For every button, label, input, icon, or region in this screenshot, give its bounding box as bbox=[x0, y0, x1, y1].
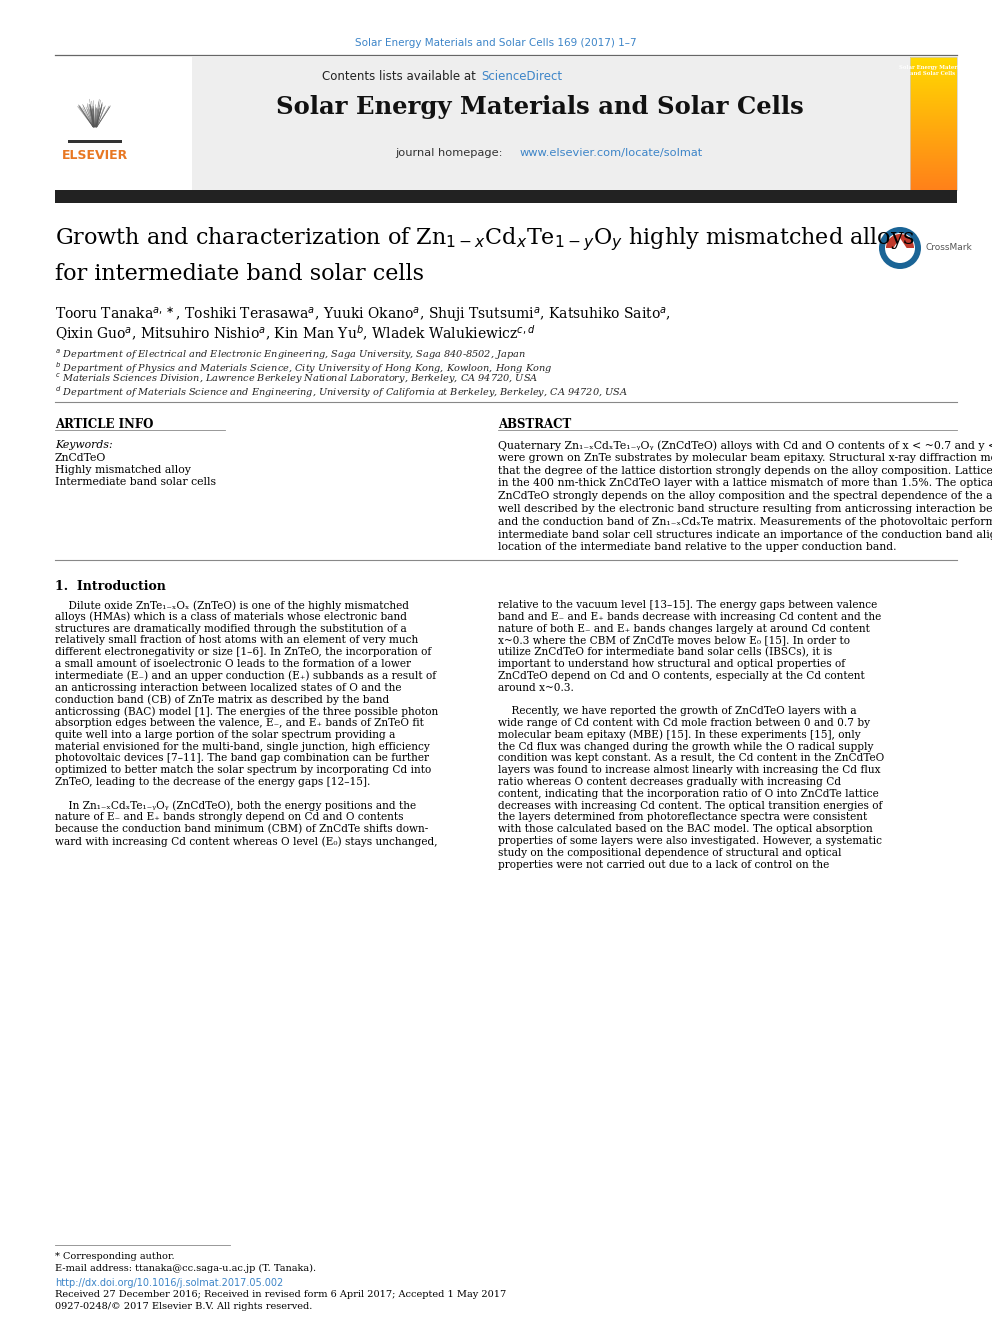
Text: study on the compositional dependence of structural and optical: study on the compositional dependence of… bbox=[498, 848, 841, 857]
Text: ward with increasing Cd content whereas O level (E₀) stays unchanged,: ward with increasing Cd content whereas … bbox=[55, 836, 437, 847]
Text: material envisioned for the multi-band, single junction, high efficiency: material envisioned for the multi-band, … bbox=[55, 742, 430, 751]
Bar bbox=[68, 140, 122, 143]
Text: the Cd flux was changed during the growth while the O radical supply: the Cd flux was changed during the growt… bbox=[498, 742, 873, 751]
Text: nature of E₋ and E₊ bands strongly depend on Cd and O contents: nature of E₋ and E₊ bands strongly depen… bbox=[55, 812, 404, 823]
Text: intermediate band solar cell structures indicate an importance of the conduction: intermediate band solar cell structures … bbox=[498, 529, 992, 540]
Text: http://dx.doi.org/10.1016/j.solmat.2017.05.002: http://dx.doi.org/10.1016/j.solmat.2017.… bbox=[55, 1278, 284, 1289]
Text: location of the intermediate band relative to the upper conduction band.: location of the intermediate band relati… bbox=[498, 542, 897, 553]
Text: Growth and characterization of Zn$_{1-x}$Cd$_{x}$Te$_{1-y}$O$_{y}$ highly mismat: Growth and characterization of Zn$_{1-x}… bbox=[55, 225, 916, 253]
Text: Intermediate band solar cells: Intermediate band solar cells bbox=[55, 478, 216, 487]
Polygon shape bbox=[892, 238, 908, 250]
Text: 1.  Introduction: 1. Introduction bbox=[55, 579, 166, 593]
Text: Solar Energy Materials
and Solar Cells: Solar Energy Materials and Solar Cells bbox=[899, 65, 967, 75]
Text: Highly mismatched alloy: Highly mismatched alloy bbox=[55, 464, 190, 475]
Text: x~0.3 where the CBM of ZnCdTe moves below E₀ [15]. In order to: x~0.3 where the CBM of ZnCdTe moves belo… bbox=[498, 635, 850, 646]
Text: ABSTRACT: ABSTRACT bbox=[498, 418, 571, 431]
Text: Tooru Tanaka$^{a,\ast}$, Toshiki Terasawa$^{a}$, Yuuki Okano$^{a}$, Shuji Tsutsu: Tooru Tanaka$^{a,\ast}$, Toshiki Terasaw… bbox=[55, 306, 671, 324]
Text: relatively small fraction of host atoms with an element of very much: relatively small fraction of host atoms … bbox=[55, 635, 419, 646]
Text: $^d$ Department of Materials Science and Engineering, University of California a: $^d$ Department of Materials Science and… bbox=[55, 384, 628, 400]
Circle shape bbox=[885, 233, 915, 263]
Text: In Zn₁₋ₓCdₓTe₁₋ᵧOᵧ (ZnCdTeO), both the energy positions and the: In Zn₁₋ₓCdₓTe₁₋ᵧOᵧ (ZnCdTeO), both the e… bbox=[55, 800, 416, 811]
Text: optimized to better match the solar spectrum by incorporating Cd into: optimized to better match the solar spec… bbox=[55, 765, 432, 775]
Text: relative to the vacuum level [13–15]. The energy gaps between valence: relative to the vacuum level [13–15]. Th… bbox=[498, 601, 877, 610]
Bar bbox=[192, 57, 957, 191]
Text: $^c$ Materials Sciences Division, Lawrence Berkeley National Laboratory, Berkele: $^c$ Materials Sciences Division, Lawren… bbox=[55, 372, 539, 386]
Text: Qixin Guo$^{a}$, Mitsuhiro Nishio$^{a}$, Kin Man Yu$^{b}$, Wladek Walukiewicz$^{: Qixin Guo$^{a}$, Mitsuhiro Nishio$^{a}$,… bbox=[55, 323, 536, 343]
Text: journal homepage:: journal homepage: bbox=[395, 148, 506, 157]
Text: nature of both E₋ and E₊ bands changes largely at around Cd content: nature of both E₋ and E₊ bands changes l… bbox=[498, 623, 870, 634]
Text: * Corresponding author.: * Corresponding author. bbox=[55, 1252, 175, 1261]
Text: ratio whereas O content decreases gradually with increasing Cd: ratio whereas O content decreases gradua… bbox=[498, 777, 841, 787]
Text: around x~0.3.: around x~0.3. bbox=[498, 683, 574, 693]
Text: and the conduction band of Zn₁₋ₓCdₓTe matrix. Measurements of the photovoltaic p: and the conduction band of Zn₁₋ₓCdₓTe ma… bbox=[498, 517, 992, 527]
Text: alloys (HMAs) which is a class of materials whose electronic band: alloys (HMAs) which is a class of materi… bbox=[55, 611, 407, 622]
Text: conduction band (CB) of ZnTe matrix as described by the band: conduction band (CB) of ZnTe matrix as d… bbox=[55, 695, 389, 705]
Text: ZnCdTeO depend on Cd and O contents, especially at the Cd content: ZnCdTeO depend on Cd and O contents, esp… bbox=[498, 671, 865, 681]
Text: for intermediate band solar cells: for intermediate band solar cells bbox=[55, 263, 424, 284]
Text: in the 400 nm-thick ZnCdTeO layer with a lattice mismatch of more than 1.5%. The: in the 400 nm-thick ZnCdTeO layer with a… bbox=[498, 479, 992, 488]
Text: the layers determined from photoreflectance spectra were consistent: the layers determined from photoreflecta… bbox=[498, 812, 867, 823]
Text: with those calculated based on the BAC model. The optical absorption: with those calculated based on the BAC m… bbox=[498, 824, 873, 835]
Text: properties of some layers were also investigated. However, a systematic: properties of some layers were also inve… bbox=[498, 836, 882, 845]
Text: Contents lists available at: Contents lists available at bbox=[322, 70, 480, 83]
Text: 0927-0248/© 2017 Elsevier B.V. All rights reserved.: 0927-0248/© 2017 Elsevier B.V. All right… bbox=[55, 1302, 312, 1311]
Text: intermediate (E₋) and an upper conduction (E₊) subbands as a result of: intermediate (E₋) and an upper conductio… bbox=[55, 671, 436, 681]
Text: because the conduction band minimum (CBM) of ZnCdTe shifts down-: because the conduction band minimum (CBM… bbox=[55, 824, 429, 835]
Text: an anticrossing interaction between localized states of O and the: an anticrossing interaction between loca… bbox=[55, 683, 402, 693]
Text: structures are dramatically modified through the substitution of a: structures are dramatically modified thr… bbox=[55, 623, 407, 634]
Text: condition was kept constant. As a result, the Cd content in the ZnCdTeO: condition was kept constant. As a result… bbox=[498, 753, 884, 763]
Text: were grown on ZnTe substrates by molecular beam epitaxy. Structural x-ray diffra: were grown on ZnTe substrates by molecul… bbox=[498, 452, 992, 463]
Text: Quaternary Zn₁₋ₓCdₓTe₁₋ᵧOᵧ (ZnCdTeO) alloys with Cd and O contents of x < ~0.7 a: Quaternary Zn₁₋ₓCdₓTe₁₋ᵧOᵧ (ZnCdTeO) all… bbox=[498, 441, 992, 451]
Text: E-mail address: ttanaka@cc.saga-u.ac.jp (T. Tanaka).: E-mail address: ttanaka@cc.saga-u.ac.jp … bbox=[55, 1263, 316, 1273]
Text: Dilute oxide ZnTe₁₋ₓOₓ (ZnTeO) is one of the highly mismatched: Dilute oxide ZnTe₁₋ₓOₓ (ZnTeO) is one of… bbox=[55, 601, 409, 610]
Text: ScienceDirect: ScienceDirect bbox=[481, 70, 562, 83]
Text: decreases with increasing Cd content. The optical transition energies of: decreases with increasing Cd content. Th… bbox=[498, 800, 882, 811]
Text: different electronegativity or size [1–6]. In ZnTeO, the incorporation of: different electronegativity or size [1–6… bbox=[55, 647, 432, 658]
Text: ZnCdTeO: ZnCdTeO bbox=[55, 452, 106, 463]
Text: absorption edges between the valence, E₋, and E₊ bands of ZnTeO fit: absorption edges between the valence, E₋… bbox=[55, 718, 424, 728]
Text: that the degree of the lattice distortion strongly depends on the alloy composit: that the degree of the lattice distortio… bbox=[498, 466, 992, 475]
Wedge shape bbox=[886, 234, 914, 247]
Text: Solar Energy Materials and Solar Cells 169 (2017) 1–7: Solar Energy Materials and Solar Cells 1… bbox=[355, 38, 637, 48]
Text: a small amount of isoelectronic O leads to the formation of a lower: a small amount of isoelectronic O leads … bbox=[55, 659, 411, 669]
Bar bbox=[910, 57, 957, 191]
Text: ZnCdTeO strongly depends on the alloy composition and the spectral dependence of: ZnCdTeO strongly depends on the alloy co… bbox=[498, 491, 992, 501]
Text: ARTICLE INFO: ARTICLE INFO bbox=[55, 418, 154, 431]
Circle shape bbox=[879, 228, 921, 269]
Bar bbox=[55, 57, 192, 191]
Bar bbox=[55, 191, 957, 202]
Text: band and E₋ and E₊ bands decrease with increasing Cd content and the: band and E₋ and E₊ bands decrease with i… bbox=[498, 611, 881, 622]
Text: CrossMark: CrossMark bbox=[925, 243, 972, 253]
Text: content, indicating that the incorporation ratio of O into ZnCdTe lattice: content, indicating that the incorporati… bbox=[498, 789, 879, 799]
Text: quite well into a large portion of the solar spectrum providing a: quite well into a large portion of the s… bbox=[55, 730, 396, 740]
Text: properties were not carried out due to a lack of control on the: properties were not carried out due to a… bbox=[498, 860, 829, 869]
Text: layers was found to increase almost linearly with increasing the Cd flux: layers was found to increase almost line… bbox=[498, 765, 881, 775]
Text: utilize ZnCdTeO for intermediate band solar cells (IBSCs), it is: utilize ZnCdTeO for intermediate band so… bbox=[498, 647, 832, 658]
Text: photovoltaic devices [7–11]. The band gap combination can be further: photovoltaic devices [7–11]. The band ga… bbox=[55, 753, 429, 763]
Text: Solar Energy Materials and Solar Cells: Solar Energy Materials and Solar Cells bbox=[276, 95, 804, 119]
Text: ELSEVIER: ELSEVIER bbox=[62, 149, 128, 161]
Text: molecular beam epitaxy (MBE) [15]. In these experiments [15], only: molecular beam epitaxy (MBE) [15]. In th… bbox=[498, 730, 861, 741]
Text: Recently, we have reported the growth of ZnCdTeO layers with a: Recently, we have reported the growth of… bbox=[498, 706, 857, 716]
Text: ZnTeO, leading to the decrease of the energy gaps [12–15].: ZnTeO, leading to the decrease of the en… bbox=[55, 777, 370, 787]
Text: important to understand how structural and optical properties of: important to understand how structural a… bbox=[498, 659, 845, 669]
Text: anticrossing (BAC) model [1]. The energies of the three possible photon: anticrossing (BAC) model [1]. The energi… bbox=[55, 706, 438, 717]
Text: www.elsevier.com/locate/solmat: www.elsevier.com/locate/solmat bbox=[520, 148, 703, 157]
Text: $^a$ Department of Electrical and Electronic Engineering, Saga University, Saga : $^a$ Department of Electrical and Electr… bbox=[55, 348, 526, 363]
Text: wide range of Cd content with Cd mole fraction between 0 and 0.7 by: wide range of Cd content with Cd mole fr… bbox=[498, 718, 870, 728]
Text: Received 27 December 2016; Received in revised form 6 April 2017; Accepted 1 May: Received 27 December 2016; Received in r… bbox=[55, 1290, 506, 1299]
Text: well described by the electronic band structure resulting from anticrossing inte: well described by the electronic band st… bbox=[498, 504, 992, 515]
Text: Keywords:: Keywords: bbox=[55, 441, 113, 450]
Text: $^b$ Department of Physics and Materials Science, City University of Hong Kong, : $^b$ Department of Physics and Materials… bbox=[55, 360, 553, 376]
